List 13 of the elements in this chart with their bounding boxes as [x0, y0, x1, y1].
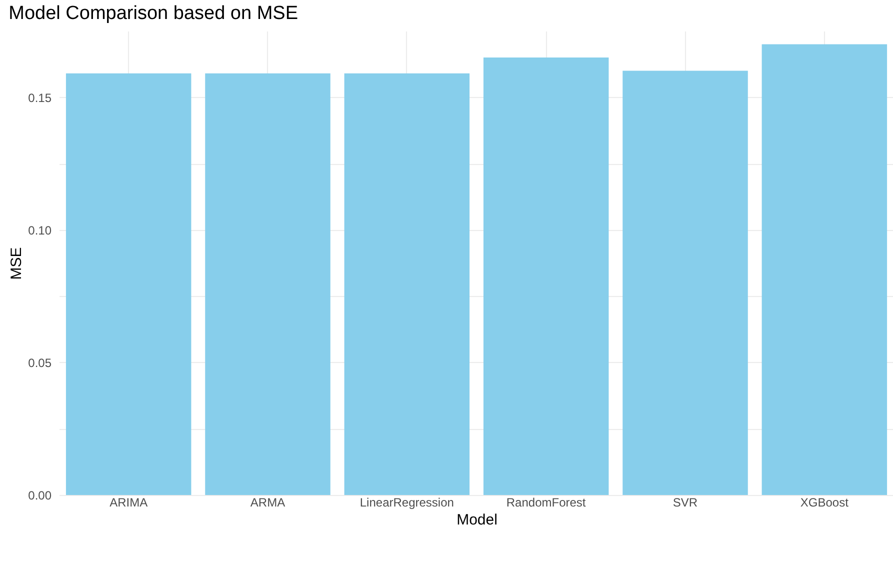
x-tick-label: SVR	[672, 496, 698, 510]
y-axis-title: MSE	[8, 247, 26, 280]
y-tick-label: 0.15	[28, 90, 52, 105]
x-tick-label: ARIMA	[110, 496, 148, 510]
y-tick-label: 0.10	[28, 223, 52, 238]
x-tick-label: LinearRegression	[360, 496, 454, 510]
chart-title: Model Comparison based on MSE	[8, 3, 298, 24]
x-tick-label: ARMA	[250, 496, 286, 510]
y-tick-label: 0.05	[28, 356, 52, 370]
x-tick-label: RandomForest	[506, 496, 586, 510]
x-axis-title: Model	[456, 512, 498, 528]
x-tick-label: XGBoost	[800, 496, 850, 510]
y-tick-label: 0.00	[28, 488, 52, 502]
